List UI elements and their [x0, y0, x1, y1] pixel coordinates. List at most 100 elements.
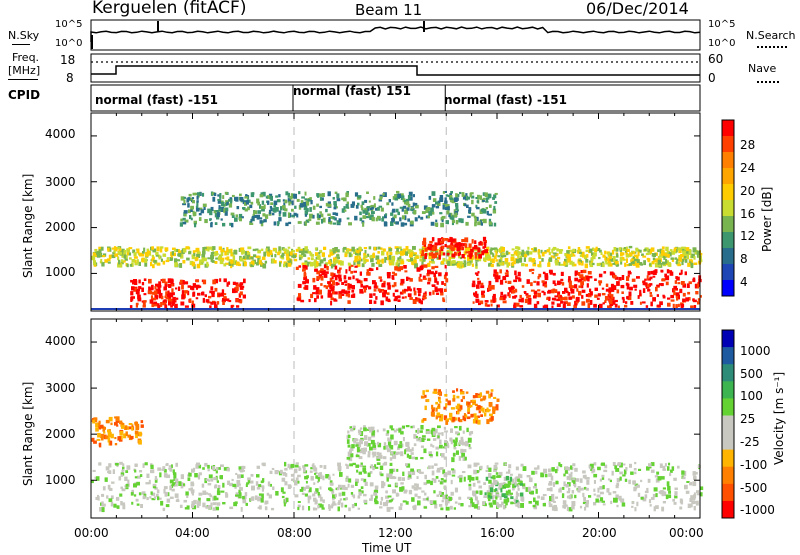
heatmap-cell	[465, 391, 469, 394]
heatmap-cell	[405, 246, 409, 250]
heatmap-cell	[444, 441, 448, 447]
heatmap-cell	[249, 498, 252, 502]
heatmap-cell	[402, 486, 405, 491]
heatmap-cell	[431, 404, 434, 410]
heatmap-cell	[186, 257, 190, 261]
heatmap-cell	[106, 258, 111, 262]
heatmap-cell	[357, 260, 361, 265]
heatmap-cell	[468, 444, 471, 448]
heatmap-cell	[383, 289, 387, 294]
heatmap-cell	[488, 492, 492, 497]
heatmap-cell	[646, 283, 650, 288]
heatmap-cell	[167, 298, 172, 302]
heatmap-cell	[332, 501, 335, 504]
heatmap-cell	[593, 488, 596, 492]
heatmap-cell	[693, 506, 696, 511]
heatmap-cell	[579, 251, 583, 254]
heatmap-cell	[231, 478, 234, 482]
heatmap-cell	[418, 293, 421, 297]
heatmap-cell	[584, 474, 587, 480]
heatmap-cell	[476, 256, 480, 261]
power-cbar-tick-16: 16	[740, 207, 756, 221]
heatmap-cell	[94, 248, 98, 252]
heatmap-cell	[210, 222, 213, 228]
heatmap-cell	[332, 291, 335, 295]
heatmap-cell	[148, 286, 151, 292]
heatmap-cell	[474, 272, 478, 275]
heatmap-cell	[124, 258, 128, 261]
heatmap-cell	[389, 473, 393, 479]
heatmap-cell	[161, 468, 165, 471]
heatmap-cell	[369, 207, 373, 211]
heatmap-cell	[172, 482, 176, 486]
heatmap-cell	[554, 505, 558, 509]
heatmap-cell	[679, 506, 683, 510]
heatmap-cell	[282, 205, 286, 209]
heatmap-cell	[144, 262, 148, 267]
heatmap-cell	[480, 398, 483, 402]
heatmap-cell	[391, 218, 395, 223]
heatmap-cell	[521, 285, 525, 288]
heatmap-cell	[278, 217, 282, 222]
heatmap-cell	[93, 440, 97, 444]
heatmap-cell	[297, 506, 300, 511]
heatmap-cell	[354, 255, 359, 261]
heatmap-cell	[620, 498, 625, 503]
heatmap-cell	[493, 396, 497, 399]
heatmap-cell	[427, 262, 431, 267]
heatmap-cell	[598, 257, 601, 260]
heatmap-cell	[361, 220, 365, 224]
heatmap-cell	[598, 500, 601, 503]
heatmap-cell	[467, 464, 472, 469]
heatmap-cell	[471, 399, 476, 402]
heatmap-cell	[313, 467, 318, 472]
heatmap-cell	[135, 433, 138, 439]
heatmap-cell	[432, 290, 435, 295]
heatmap-cell	[224, 191, 228, 195]
heatmap-cell	[358, 256, 361, 260]
heatmap-cell	[364, 435, 368, 440]
heatmap-cell	[561, 297, 566, 301]
heatmap-cell	[218, 205, 221, 209]
heatmap-cell	[274, 254, 277, 258]
heatmap-cell	[521, 297, 524, 303]
heatmap-cell	[115, 463, 119, 466]
heatmap-cell	[676, 276, 680, 281]
heatmap-cell	[133, 494, 137, 497]
heatmap-cell	[629, 252, 633, 256]
heatmap-cell	[131, 296, 135, 299]
heatmap-cell	[121, 488, 126, 492]
heatmap-cell	[327, 203, 332, 207]
heatmap-cell	[350, 270, 354, 274]
heatmap-cell	[381, 289, 385, 292]
heatmap-cell	[528, 477, 533, 483]
heatmap-cell	[475, 393, 478, 398]
heatmap-cell	[341, 208, 345, 213]
heatmap-cell	[135, 498, 139, 502]
heatmap-cell	[586, 479, 590, 485]
heatmap-cell	[357, 202, 360, 206]
heatmap-cell	[337, 466, 342, 471]
heatmap-cell	[194, 223, 197, 228]
heatmap-cell	[282, 491, 286, 494]
heatmap-cell	[460, 503, 464, 507]
heatmap-cell	[405, 448, 408, 452]
heatmap-cell	[515, 251, 520, 256]
heatmap-cell	[375, 456, 380, 459]
heatmap-cell	[480, 208, 484, 212]
heatmap-cell	[533, 497, 536, 503]
heatmap-cell	[657, 255, 661, 259]
heatmap-cell	[559, 263, 564, 266]
heatmap-cell	[628, 263, 633, 266]
heatmap-cell	[438, 490, 442, 496]
heatmap-cell	[478, 247, 481, 250]
heatmap-cell	[455, 417, 458, 421]
heatmap-cell	[323, 264, 327, 269]
heatmap-cell	[471, 239, 474, 244]
heatmap-cell	[128, 247, 133, 250]
heatmap-cell	[482, 192, 486, 196]
heatmap-cell	[696, 253, 699, 258]
heatmap-cell	[671, 250, 675, 255]
heatmap-cell	[421, 260, 424, 265]
heatmap-cell	[652, 493, 656, 498]
